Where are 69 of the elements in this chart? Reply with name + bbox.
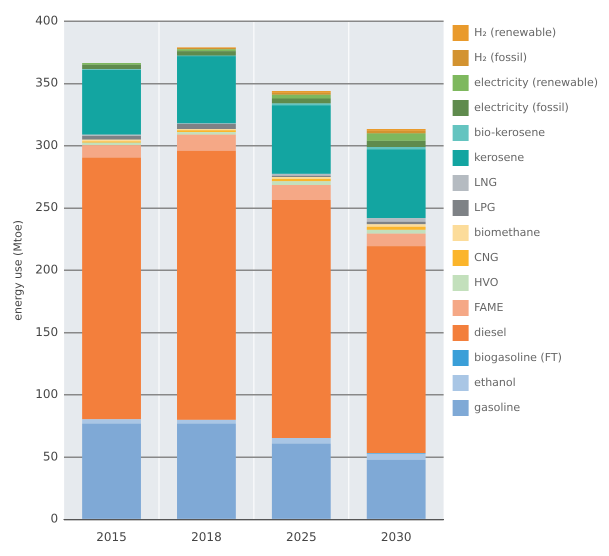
legend-label: biogasoline (FT) xyxy=(474,350,562,364)
bar xyxy=(177,56,236,124)
bar xyxy=(366,230,426,234)
legend-label: LPG xyxy=(474,200,496,214)
legend-label: HVO xyxy=(474,276,499,289)
bar xyxy=(82,142,141,146)
x-tick-label: 2018 xyxy=(191,530,222,544)
bar xyxy=(366,133,426,141)
legend-label: electricity (fossil) xyxy=(474,100,569,114)
bar xyxy=(82,136,141,140)
y-tick-label: 100 xyxy=(35,387,58,402)
bar xyxy=(366,150,426,218)
bar xyxy=(177,420,236,424)
bar xyxy=(272,185,331,200)
legend-label: electricity (renewable) xyxy=(474,76,598,89)
bar xyxy=(272,444,331,519)
bar xyxy=(177,124,236,129)
bar xyxy=(366,454,426,460)
y-tick-label: 300 xyxy=(35,138,58,152)
y-tick-label: 50 xyxy=(42,449,58,464)
legend-label: bio-kerosene xyxy=(474,126,546,139)
legend-label: biomethane xyxy=(474,226,540,239)
y-tick-label: 400 xyxy=(35,13,58,28)
y-tick-label: 200 xyxy=(35,262,58,277)
x-tick-label: 2030 xyxy=(380,530,412,544)
bar xyxy=(177,150,236,420)
legend-label: H₂ (fossil) xyxy=(474,50,528,64)
bar xyxy=(366,147,426,150)
bar xyxy=(82,64,141,70)
bar xyxy=(272,94,331,98)
legend-label: FAME xyxy=(474,300,504,314)
legend-label: CNG xyxy=(474,250,499,264)
bar xyxy=(272,200,331,438)
bar xyxy=(82,70,141,135)
bar xyxy=(272,438,331,444)
bar xyxy=(366,130,426,134)
legend-label: diesel xyxy=(474,326,507,339)
bar xyxy=(366,224,426,227)
bar xyxy=(272,105,331,174)
bar xyxy=(272,181,331,186)
bar xyxy=(82,158,141,420)
y-axis-title: energy use (Mtoe) xyxy=(11,220,24,321)
legend-label: ethanol xyxy=(474,376,516,389)
bar xyxy=(366,234,426,246)
bar xyxy=(82,145,141,158)
legend-label: LNG xyxy=(474,176,498,189)
y-tick-label: 250 xyxy=(35,200,58,214)
y-tick-label: 350 xyxy=(35,76,58,90)
bar xyxy=(366,226,426,230)
bar xyxy=(177,132,236,135)
bar xyxy=(177,134,236,151)
bar xyxy=(272,178,331,182)
legend-label: H₂ (renewable) xyxy=(474,26,556,39)
bar xyxy=(272,98,331,104)
x-tick-label: 2015 xyxy=(96,530,127,544)
bar xyxy=(177,51,236,56)
bar xyxy=(82,424,141,519)
bar xyxy=(366,218,426,222)
bar xyxy=(366,460,426,519)
bar xyxy=(366,140,426,148)
legend-label: kerosene xyxy=(474,150,524,164)
y-tick-label: 150 xyxy=(35,324,58,339)
legend-label: gasoline xyxy=(474,400,520,414)
x-tick-label: 2025 xyxy=(286,530,317,544)
bar xyxy=(82,419,141,424)
y-tick-label: 0 xyxy=(50,512,58,526)
bar xyxy=(366,222,426,224)
bar xyxy=(366,246,426,453)
bar xyxy=(177,424,236,519)
